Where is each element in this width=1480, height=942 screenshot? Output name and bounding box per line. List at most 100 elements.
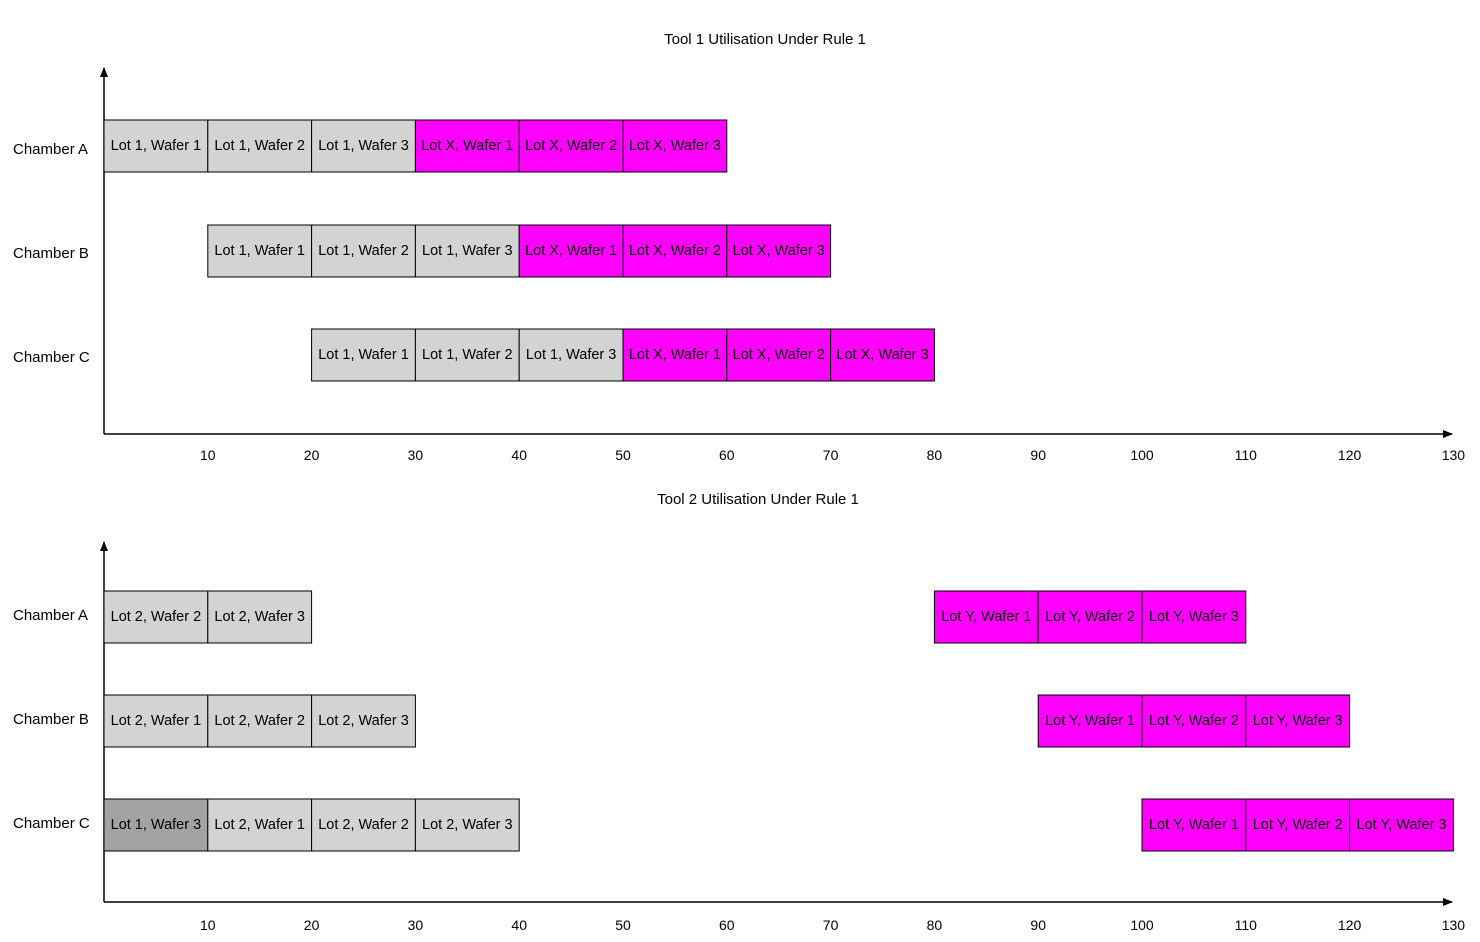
gantt-bar xyxy=(311,119,416,173)
gantt-bar xyxy=(1141,694,1247,748)
gantt-bar xyxy=(1141,798,1247,852)
gantt-bar-label: Lot X, Wafer 3 xyxy=(733,243,825,259)
gantt-bar xyxy=(726,224,832,278)
x-tick-label: 70 xyxy=(823,917,839,933)
gantt-bar xyxy=(622,224,728,278)
gantt-bar-label: Lot 1, Wafer 2 xyxy=(214,138,305,154)
gantt-bar xyxy=(207,119,313,173)
gantt-bar xyxy=(933,590,1039,644)
gantt-bar-label: Lot X, Wafer 2 xyxy=(525,138,617,154)
x-tick-label: 80 xyxy=(927,917,943,933)
gantt-bar xyxy=(1245,798,1351,852)
gantt-bar xyxy=(311,328,416,382)
x-tick-label: 110 xyxy=(1235,917,1258,933)
gantt-bar xyxy=(1037,694,1143,748)
gantt-bar xyxy=(414,798,520,852)
gantt-bar xyxy=(1245,694,1351,748)
gantt-bar-label: Lot X, Wafer 1 xyxy=(525,243,617,259)
chart-tool-2: Tool 2 Utilisation Under Rule 1 Chamber … xyxy=(13,491,1465,933)
gantt-bar xyxy=(414,328,520,382)
bars-group: Lot 1, Wafer 1 Lot 1, Wafer 2 Lot 1, Wafer… xyxy=(103,119,935,382)
x-tick-label: 40 xyxy=(511,447,527,463)
gantt-bar-label: Lot 2, Wafer 2 xyxy=(214,713,305,729)
gantt-bar xyxy=(207,694,313,748)
gantt-bar xyxy=(103,590,209,644)
gantt-bar xyxy=(207,590,313,644)
gantt-bar-label: Lot 1, Wafer 1 xyxy=(111,138,202,154)
gantt-bar xyxy=(622,328,728,382)
category-label: Chamber A xyxy=(13,141,88,158)
gantt-bar-label: Lot 2, Wafer 3 xyxy=(318,713,409,729)
gantt-bar xyxy=(311,694,416,748)
chart-title: Tool 2 Utilisation Under Rule 1 xyxy=(657,491,859,508)
gantt-bar-label: Lot 1, Wafer 1 xyxy=(214,243,305,259)
x-tick-label: 100 xyxy=(1130,447,1154,463)
gantt-bar xyxy=(207,224,313,278)
x-tick-label: 10 xyxy=(200,447,216,463)
x-tick-label: 130 xyxy=(1442,917,1466,933)
gantt-bar-label: Lot 2, Wafer 1 xyxy=(214,817,305,833)
gantt-bar xyxy=(830,328,935,382)
gantt-bar xyxy=(414,119,520,173)
category-label: Chamber C xyxy=(13,815,90,832)
category-label: Chamber A xyxy=(13,607,88,624)
x-tick-label: 50 xyxy=(615,917,631,933)
gantt-bar xyxy=(311,224,416,278)
gantt-bar xyxy=(103,798,209,852)
gantt-bar xyxy=(726,328,832,382)
gantt-bar xyxy=(103,694,209,748)
gantt-bar-label: Lot X, Wafer 1 xyxy=(629,347,721,363)
gantt-bar-label: Lot Y, Wafer 3 xyxy=(1253,713,1343,729)
gantt-bar-label: Lot 2, Wafer 3 xyxy=(422,817,513,833)
gantt-bar-label: Lot X, Wafer 2 xyxy=(733,347,825,363)
gantt-bar-label: Lot 2, Wafer 2 xyxy=(318,817,409,833)
gantt-bar xyxy=(414,224,520,278)
gantt-bar-label: Lot 1, Wafer 2 xyxy=(422,347,513,363)
gantt-bar xyxy=(103,119,209,173)
x-tick-label: 90 xyxy=(1030,917,1046,933)
gantt-bar xyxy=(311,798,416,852)
chart-tool-1: Tool 1 Utilisation Under Rule 1 Chamber … xyxy=(13,31,1465,463)
category-label: Chamber C xyxy=(13,349,90,366)
x-tick-label: 80 xyxy=(927,447,943,463)
gantt-bar-label: Lot 1, Wafer 1 xyxy=(318,347,409,363)
gantt-bar xyxy=(622,119,728,173)
gantt-bar xyxy=(1037,590,1143,644)
x-tick-label: 90 xyxy=(1030,447,1046,463)
gantt-bar-label: Lot 1, Wafer 3 xyxy=(318,138,409,154)
x-tick-label: 120 xyxy=(1338,447,1362,463)
gantt-bar-label: Lot X, Wafer 1 xyxy=(421,138,513,154)
gantt-bar-label: Lot Y, Wafer 2 xyxy=(1149,713,1239,729)
x-tick-label: 110 xyxy=(1235,447,1258,463)
gantt-bar-label: Lot X, Wafer 3 xyxy=(629,138,721,154)
gantt-bar-label: Lot 2, Wafer 1 xyxy=(111,713,202,729)
chart-title: Tool 1 Utilisation Under Rule 1 xyxy=(664,31,866,48)
gantt-bar-label: Lot 1, Wafer 3 xyxy=(111,817,202,833)
x-tick-label: 40 xyxy=(511,917,527,933)
gantt-bar-label: Lot Y, Wafer 3 xyxy=(1356,817,1446,833)
gantt-bar-label: Lot Y, Wafer 1 xyxy=(941,609,1031,625)
x-ticks-group: 10 20 30 40 50 60 70 80 90 100 110 120 130 xyxy=(200,447,1465,463)
x-tick-label: 130 xyxy=(1442,447,1466,463)
gantt-bar-label: Lot Y, Wafer 2 xyxy=(1253,817,1343,833)
gantt-bar-label: Lot X, Wafer 3 xyxy=(836,347,928,363)
x-tick-label: 30 xyxy=(408,447,424,463)
x-ticks-group: 10 20 30 40 50 60 70 80 90 100 110 120 130 xyxy=(200,917,1465,933)
x-tick-label: 10 xyxy=(200,917,216,933)
gantt-bar-label: Lot Y, Wafer 3 xyxy=(1149,609,1239,625)
gantt-bar-label: Lot 1, Wafer 3 xyxy=(526,347,617,363)
x-tick-label: 30 xyxy=(408,917,424,933)
x-tick-label: 20 xyxy=(304,917,320,933)
gantt-bar xyxy=(1349,798,1454,852)
gantt-bar-label: Lot 1, Wafer 2 xyxy=(318,243,409,259)
x-tick-label: 50 xyxy=(615,447,631,463)
x-tick-label: 120 xyxy=(1338,917,1362,933)
gantt-bar xyxy=(207,798,313,852)
category-label: Chamber B xyxy=(13,711,89,728)
gantt-bar xyxy=(1141,590,1247,644)
x-tick-label: 70 xyxy=(823,447,839,463)
gantt-bar-label: Lot Y, Wafer 2 xyxy=(1045,609,1135,625)
gantt-bar-label: Lot Y, Wafer 1 xyxy=(1149,817,1239,833)
gantt-bar-label: Lot 2, Wafer 2 xyxy=(111,609,202,625)
